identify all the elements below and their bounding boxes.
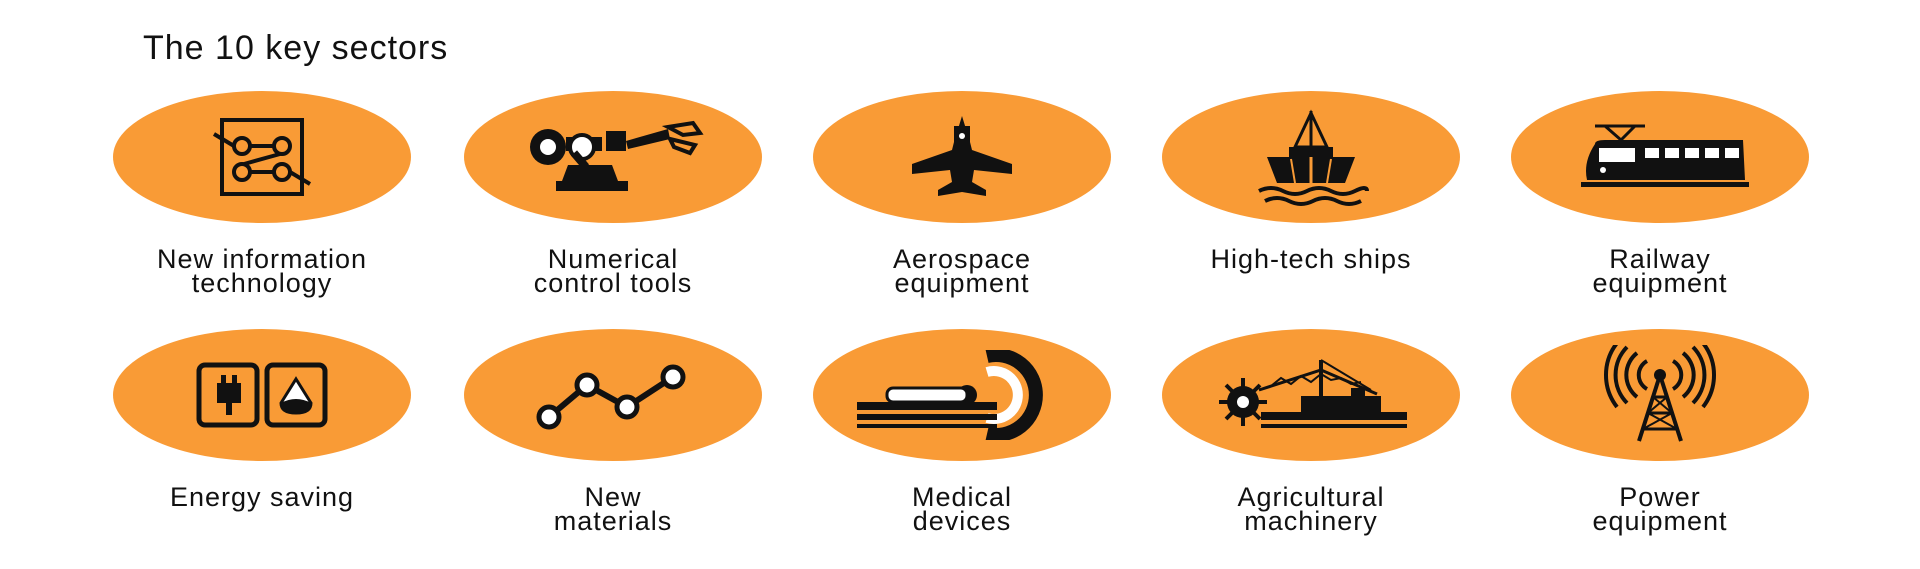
mri-scanner-icon [847,350,1077,440]
sector-label: High-tech ships [1141,244,1481,274]
sector-label-line: High-tech ships [1210,244,1412,274]
sector-label-line: machinery [1244,506,1378,536]
sector-energy-saving: Energy saving [92,329,432,512]
ship-icon [1251,107,1371,207]
sector-label: New materials [443,482,783,536]
sector-label: Medical devices [792,482,1132,536]
sector-label-line: Railway [1609,244,1711,274]
sector-label-line: technology [191,268,333,298]
sector-new-materials: New materials [443,329,783,536]
sector-label: Agricultural machinery [1141,482,1481,536]
sector-agricultural-machinery: Agricultural machinery [1141,329,1481,536]
circuit-board-icon [192,112,332,202]
sector-label-line: Numerical [547,244,679,274]
fighter-jet-icon [902,112,1022,202]
sector-label-line: Medical [911,482,1013,512]
sector-label-line: Power [1619,482,1701,512]
sector-label: Power equipment [1490,482,1830,536]
sector-label-line: devices [912,506,1012,536]
molecule-chain-icon [523,355,703,435]
sector-circle [1162,329,1460,461]
sector-aerospace-equipment: Aerospace equipment [792,91,1132,298]
sector-label-line: control tools [533,268,693,298]
sector-power-equipment: Power equipment [1490,329,1830,536]
sector-circle [813,329,1111,461]
radio-tower-icon [1575,345,1745,445]
sector-label: Railway equipment [1490,244,1830,298]
harvester-icon [1201,350,1421,440]
sector-label: Numerical control tools [443,244,783,298]
sector-circle [113,91,411,223]
sector-label-line: Agricultural [1237,482,1385,512]
sector-label-line: equipment [894,268,1030,298]
sector-label-line: materials [553,506,673,536]
sector-label-line: equipment [1592,268,1728,298]
train-icon [1565,122,1755,192]
sector-medical-devices: Medical devices [792,329,1132,536]
sector-new-information-technology: New information technology [92,91,432,298]
robot-arm-icon [518,117,708,197]
sector-label-line: New [584,482,642,512]
sector-label-line: Energy saving [169,482,355,512]
sector-label-line: Aerospace [892,244,1032,274]
sector-circle [1511,91,1809,223]
sector-circle [464,329,762,461]
sector-circle [1162,91,1460,223]
sector-circle [464,91,762,223]
sector-railway-equipment: Railway equipment [1490,91,1830,298]
sector-label: New information technology [92,244,432,298]
sector-label-line: New information [156,244,368,274]
battery-plug-icon [177,355,347,435]
sector-circle [113,329,411,461]
sector-label-line: equipment [1592,506,1728,536]
sector-circle [1511,329,1809,461]
sector-circle [813,91,1111,223]
sector-label: Aerospace equipment [792,244,1132,298]
page-title: The 10 key sectors [143,29,449,67]
sector-numerical-control-tools: Numerical control tools [443,91,783,298]
sector-high-tech-ships: High-tech ships [1141,91,1481,274]
sector-label: Energy saving [92,482,432,512]
